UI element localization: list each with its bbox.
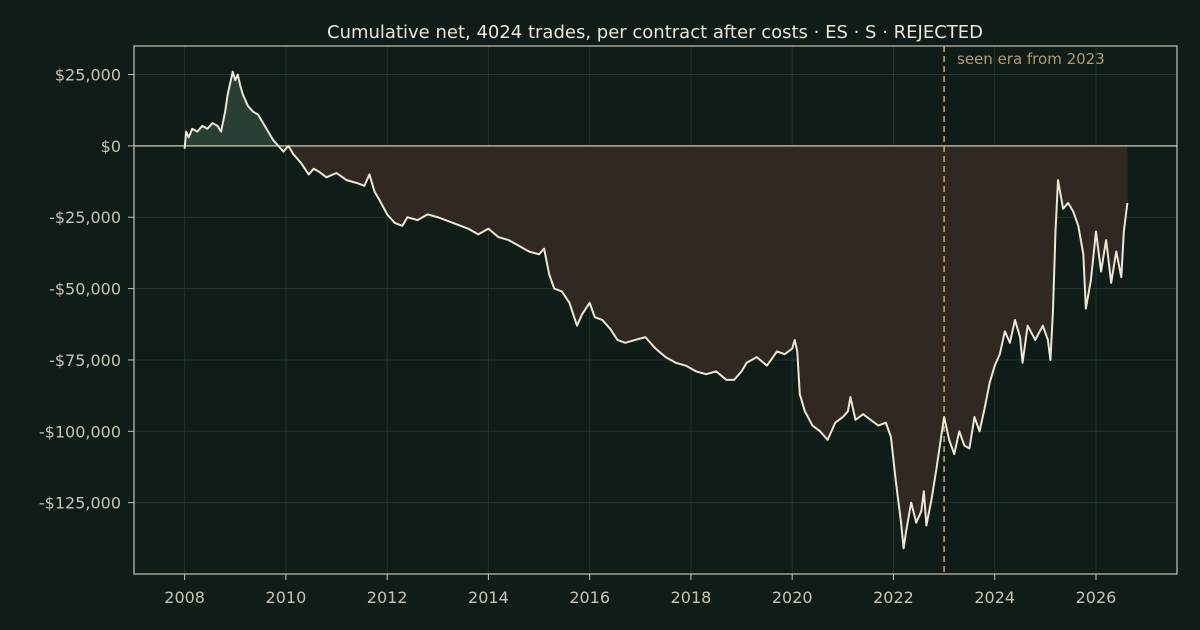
negative-area-fill — [184, 145, 1128, 549]
y-tick-label: -$100,000 — [39, 422, 121, 441]
y-tick-label: -$50,000 — [49, 280, 121, 299]
x-tick-label: 2014 — [468, 588, 509, 607]
reference-lines — [134, 46, 1177, 574]
chart-text: Cumulative net, 4024 trades, per contrac… — [327, 22, 1105, 68]
x-tick-label: 2008 — [164, 588, 205, 607]
y-tick-label: -$25,000 — [49, 208, 121, 227]
axes: 2008 2010 2012 2014 2016 2018 2020 2022 2024 2026… — [39, 45, 1178, 607]
seen-era-annotation: seen era from 2023 — [957, 50, 1105, 68]
y-tick-label: -$75,000 — [49, 351, 121, 370]
y-tick-label: -$125,000 — [39, 494, 121, 513]
x-tick-label: 2018 — [671, 588, 712, 607]
y-tick-label: $25,000 — [55, 66, 121, 85]
x-tick-label: 2026 — [1076, 588, 1117, 607]
x-tick-label: 2010 — [266, 588, 307, 607]
chart-title: Cumulative net, 4024 trades, per contrac… — [327, 22, 983, 43]
x-tick-label: 2012 — [367, 588, 408, 607]
series-lines — [183, 70, 1129, 550]
x-tick-label: 2020 — [772, 588, 813, 607]
x-tick-label: 2022 — [873, 588, 914, 607]
y-tick-label: $0 — [101, 137, 121, 156]
positive-area-fill — [184, 71, 279, 146]
area-fills — [184, 71, 1128, 549]
plot-frame — [133, 45, 1178, 575]
x-tick-label: 2016 — [569, 588, 610, 607]
x-tick-label: 2024 — [974, 588, 1015, 607]
cumulative-net-line — [183, 70, 1129, 550]
